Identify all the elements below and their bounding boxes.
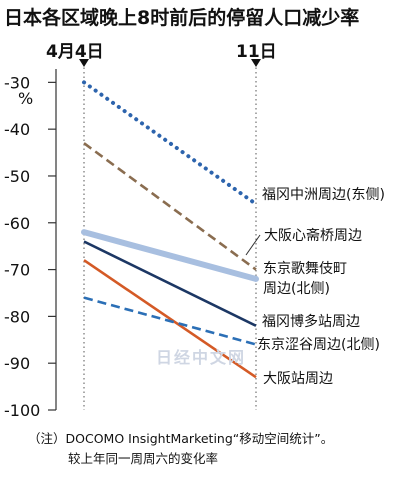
series-line-1 xyxy=(82,80,258,207)
y-tick-label: -90 xyxy=(4,354,30,373)
series-line-6 xyxy=(83,259,257,379)
series-label-1: 福冈中洲周边(东侧) xyxy=(262,187,385,203)
series-group xyxy=(81,80,259,379)
watermark: 日经中文网 xyxy=(156,348,246,367)
series-label-3: 周边(北侧) xyxy=(263,281,330,297)
footnote: （注）DOCOMO InsightMarketing“移动空间统计”。 较上年同… xyxy=(28,429,398,469)
y-tick-label: -80 xyxy=(4,307,30,326)
x-label-end: 11日 xyxy=(236,42,277,62)
y-tick-label: -100 xyxy=(4,401,40,420)
axes: -30 -40 -50 -60 -70 -80 -90 -100% 4月4日 11日 xyxy=(4,42,277,420)
y-tick-label: -60 xyxy=(4,214,30,233)
y-tick-label: -70 xyxy=(4,261,30,280)
series-line-2 xyxy=(83,142,257,271)
series-label-5: 东京涩谷周边(北侧) xyxy=(257,337,380,353)
y-tick-label: -40 xyxy=(4,120,30,139)
date-marker-triangle xyxy=(79,59,89,67)
label-leader-line xyxy=(245,234,261,256)
footnote-line-2: 较上年同一周周六的变化率 xyxy=(68,451,219,466)
y-unit-label: % xyxy=(18,89,33,108)
x-label-start: 4月4日 xyxy=(46,42,104,62)
date-marker-triangle xyxy=(251,59,261,67)
chart-title: 日本各区域晚上8时前后的停留人口减少率 xyxy=(4,6,359,29)
series-line-3 xyxy=(81,229,259,282)
series-line-4 xyxy=(83,240,257,327)
series-label-3: 东京歌舞伎町 xyxy=(263,261,347,277)
footnote-line-1: （注）DOCOMO InsightMarketing“移动空间统计”。 xyxy=(28,431,334,446)
series-line-5 xyxy=(83,296,257,346)
series-label-2: 大阪心斋桥周边 xyxy=(264,227,362,244)
series-label-4: 福冈博多站周边 xyxy=(262,313,360,330)
line-chart: 日本各区域晚上8时前后的停留人口减少率 -30 -40 -50 -60 -70 -80 -9… xyxy=(4,6,385,420)
y-tick-label: -50 xyxy=(4,167,30,186)
series-label-6: 大阪站周边 xyxy=(263,371,333,387)
y-tick-label: -30 xyxy=(4,73,30,92)
